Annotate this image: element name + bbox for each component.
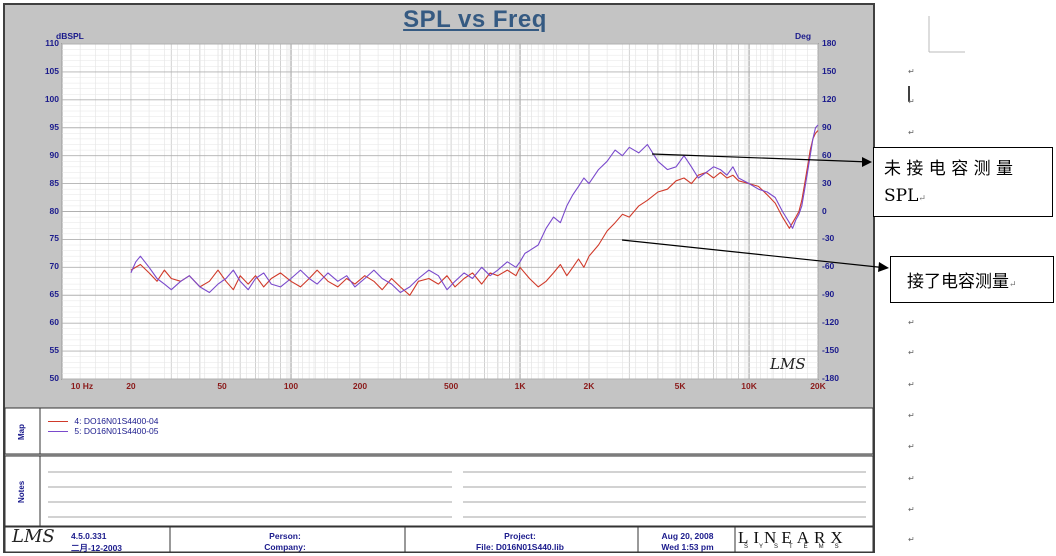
y-tick-right: -180	[822, 373, 840, 383]
y-tick-left: 55	[49, 345, 59, 356]
footer-version: 4.5.0.331	[71, 531, 107, 541]
y-tick-right: 150	[822, 65, 837, 76]
x-tick: 10K	[741, 381, 757, 391]
return-mark-icon: ↵	[908, 67, 915, 76]
x-tick: 2K	[583, 381, 595, 391]
legend-entry-1: 4: DO16N01S4400-04	[48, 416, 159, 426]
y-tick-right: -150	[822, 345, 840, 356]
x-tick: 200	[352, 381, 368, 391]
y-axis-label-right: Deg	[795, 31, 812, 41]
y-tick-right: -60	[822, 261, 835, 272]
chart-title: SPL vs Freq	[403, 6, 547, 33]
footer-brand-sub: SYSTEMS	[744, 544, 850, 550]
callout-uncapacitor: 未 接 电 容 测 量 SPL↵	[873, 147, 1053, 217]
x-tick: 500	[444, 381, 459, 391]
y-tick-left: 85	[49, 177, 59, 188]
y-tick-right: -90	[822, 289, 835, 300]
return-mark-icon: ↵	[908, 380, 915, 389]
footer-brand: LINEARX	[738, 528, 848, 547]
footer-lms-logo: LMS	[12, 526, 55, 547]
y-tick-left: 65	[49, 289, 59, 300]
right-doc-margin	[908, 16, 965, 102]
callout-capacitor: 接了电容测量↵	[890, 256, 1054, 303]
x-tick: 5K	[674, 381, 686, 391]
return-mark-icon: ↵	[908, 474, 915, 483]
notes-panel	[4, 455, 874, 527]
callout-arrow-2	[621, 239, 888, 269]
footer-file: File: D016N01S440.lib	[476, 542, 564, 552]
callout-1-line-2: SPL↵	[884, 183, 1042, 213]
footer-bar	[4, 526, 874, 553]
y-tick-right: 0	[822, 205, 827, 216]
x-tick: 100	[283, 381, 299, 391]
return-mark-icon: ↵	[918, 194, 926, 204]
return-mark-icon: ↵	[908, 505, 915, 514]
footer-person: Person:	[269, 531, 301, 541]
y-tick-left: 50	[49, 373, 59, 383]
footer-project: Project:	[504, 531, 536, 541]
notes-lines	[48, 471, 866, 518]
y-tick-right: -120	[822, 317, 840, 328]
series-group	[130, 124, 819, 296]
return-mark-icon: ↵	[1009, 280, 1017, 290]
horizontal-gridlines	[62, 43, 818, 380]
x-tick: 50	[217, 381, 227, 391]
y-tick-left: 90	[49, 149, 59, 160]
footer-version-date: 二月-12-2003	[71, 543, 123, 553]
legend-label-1: 4: DO16N01S4400-04	[74, 416, 159, 426]
y-tick-left: 60	[49, 317, 59, 328]
series-line-2	[130, 124, 819, 294]
callout-arrow-1-head	[862, 157, 872, 167]
y-tick-right: 120	[822, 93, 837, 104]
footer-time: Wed 1:53 pm	[661, 542, 714, 552]
x-tick: 10 Hz	[70, 381, 94, 391]
y-tick-right: 90	[822, 121, 832, 132]
y-tick-right: 60	[822, 149, 832, 160]
y-axis-label-left: dBSPL	[56, 31, 84, 41]
map-label: Map	[17, 424, 26, 440]
y-tick-right: -30	[822, 233, 835, 244]
y-tick-left: 110	[45, 38, 59, 48]
callout-1-line-1: 未 接 电 容 测 量	[884, 159, 1014, 179]
notes-label: Notes	[17, 480, 26, 503]
return-mark-icon: ↵	[908, 535, 915, 544]
return-mark-icon: ↵	[908, 442, 915, 451]
y-tick-left: 95	[49, 121, 59, 132]
return-mark-icon: ↵	[908, 128, 915, 137]
return-mark-icon: ↵	[908, 318, 915, 327]
y-tick-left: 105	[44, 65, 59, 76]
y-tick-right: 30	[822, 177, 832, 188]
y-tick-left: 70	[49, 261, 59, 272]
callout-2-text: 接了电容测量	[907, 272, 1009, 292]
x-tick: 20K	[810, 381, 826, 391]
callout-1-spl: SPL	[884, 186, 919, 206]
legend-swatch-2	[48, 431, 68, 433]
legend-swatch-1	[48, 421, 68, 423]
footer-company: Company:	[264, 542, 306, 552]
y-tick-left: 100	[44, 93, 59, 104]
footer-date: Aug 20, 2008	[661, 531, 714, 541]
legend-entry-2: 5: DO16N01S4400-05	[48, 426, 159, 436]
y-tick-left: 80	[49, 205, 59, 216]
return-mark-icon: ↵	[908, 411, 915, 420]
lms-watermark: LMS	[770, 355, 806, 373]
callout-arrow-2-head	[878, 262, 889, 272]
return-mark-icon: ↵	[908, 97, 915, 106]
x-tick: 20	[126, 381, 136, 391]
return-mark-icon: ↵	[908, 348, 915, 357]
callout-arrow-1	[651, 153, 871, 163]
y-tick-right: 180	[822, 38, 837, 48]
map-panel	[4, 407, 874, 455]
legend-label-2: 5: DO16N01S4400-05	[74, 426, 159, 436]
x-tick: 1K	[514, 381, 526, 391]
y-tick-left: 75	[49, 233, 59, 244]
